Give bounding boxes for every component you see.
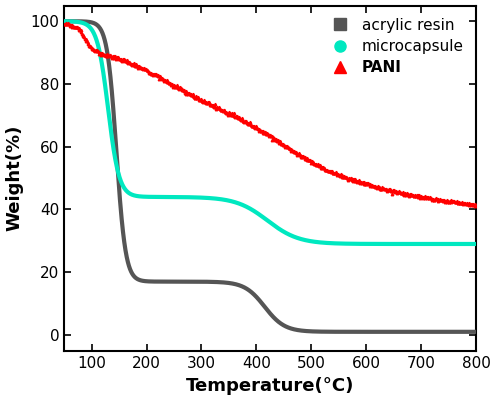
X-axis label: Temperature(°C): Temperature(°C) (186, 377, 354, 395)
Legend: acrylic resin, microcapsule, PANI: acrylic resin, microcapsule, PANI (320, 13, 468, 79)
Y-axis label: Weight(%): Weight(%) (5, 125, 23, 231)
